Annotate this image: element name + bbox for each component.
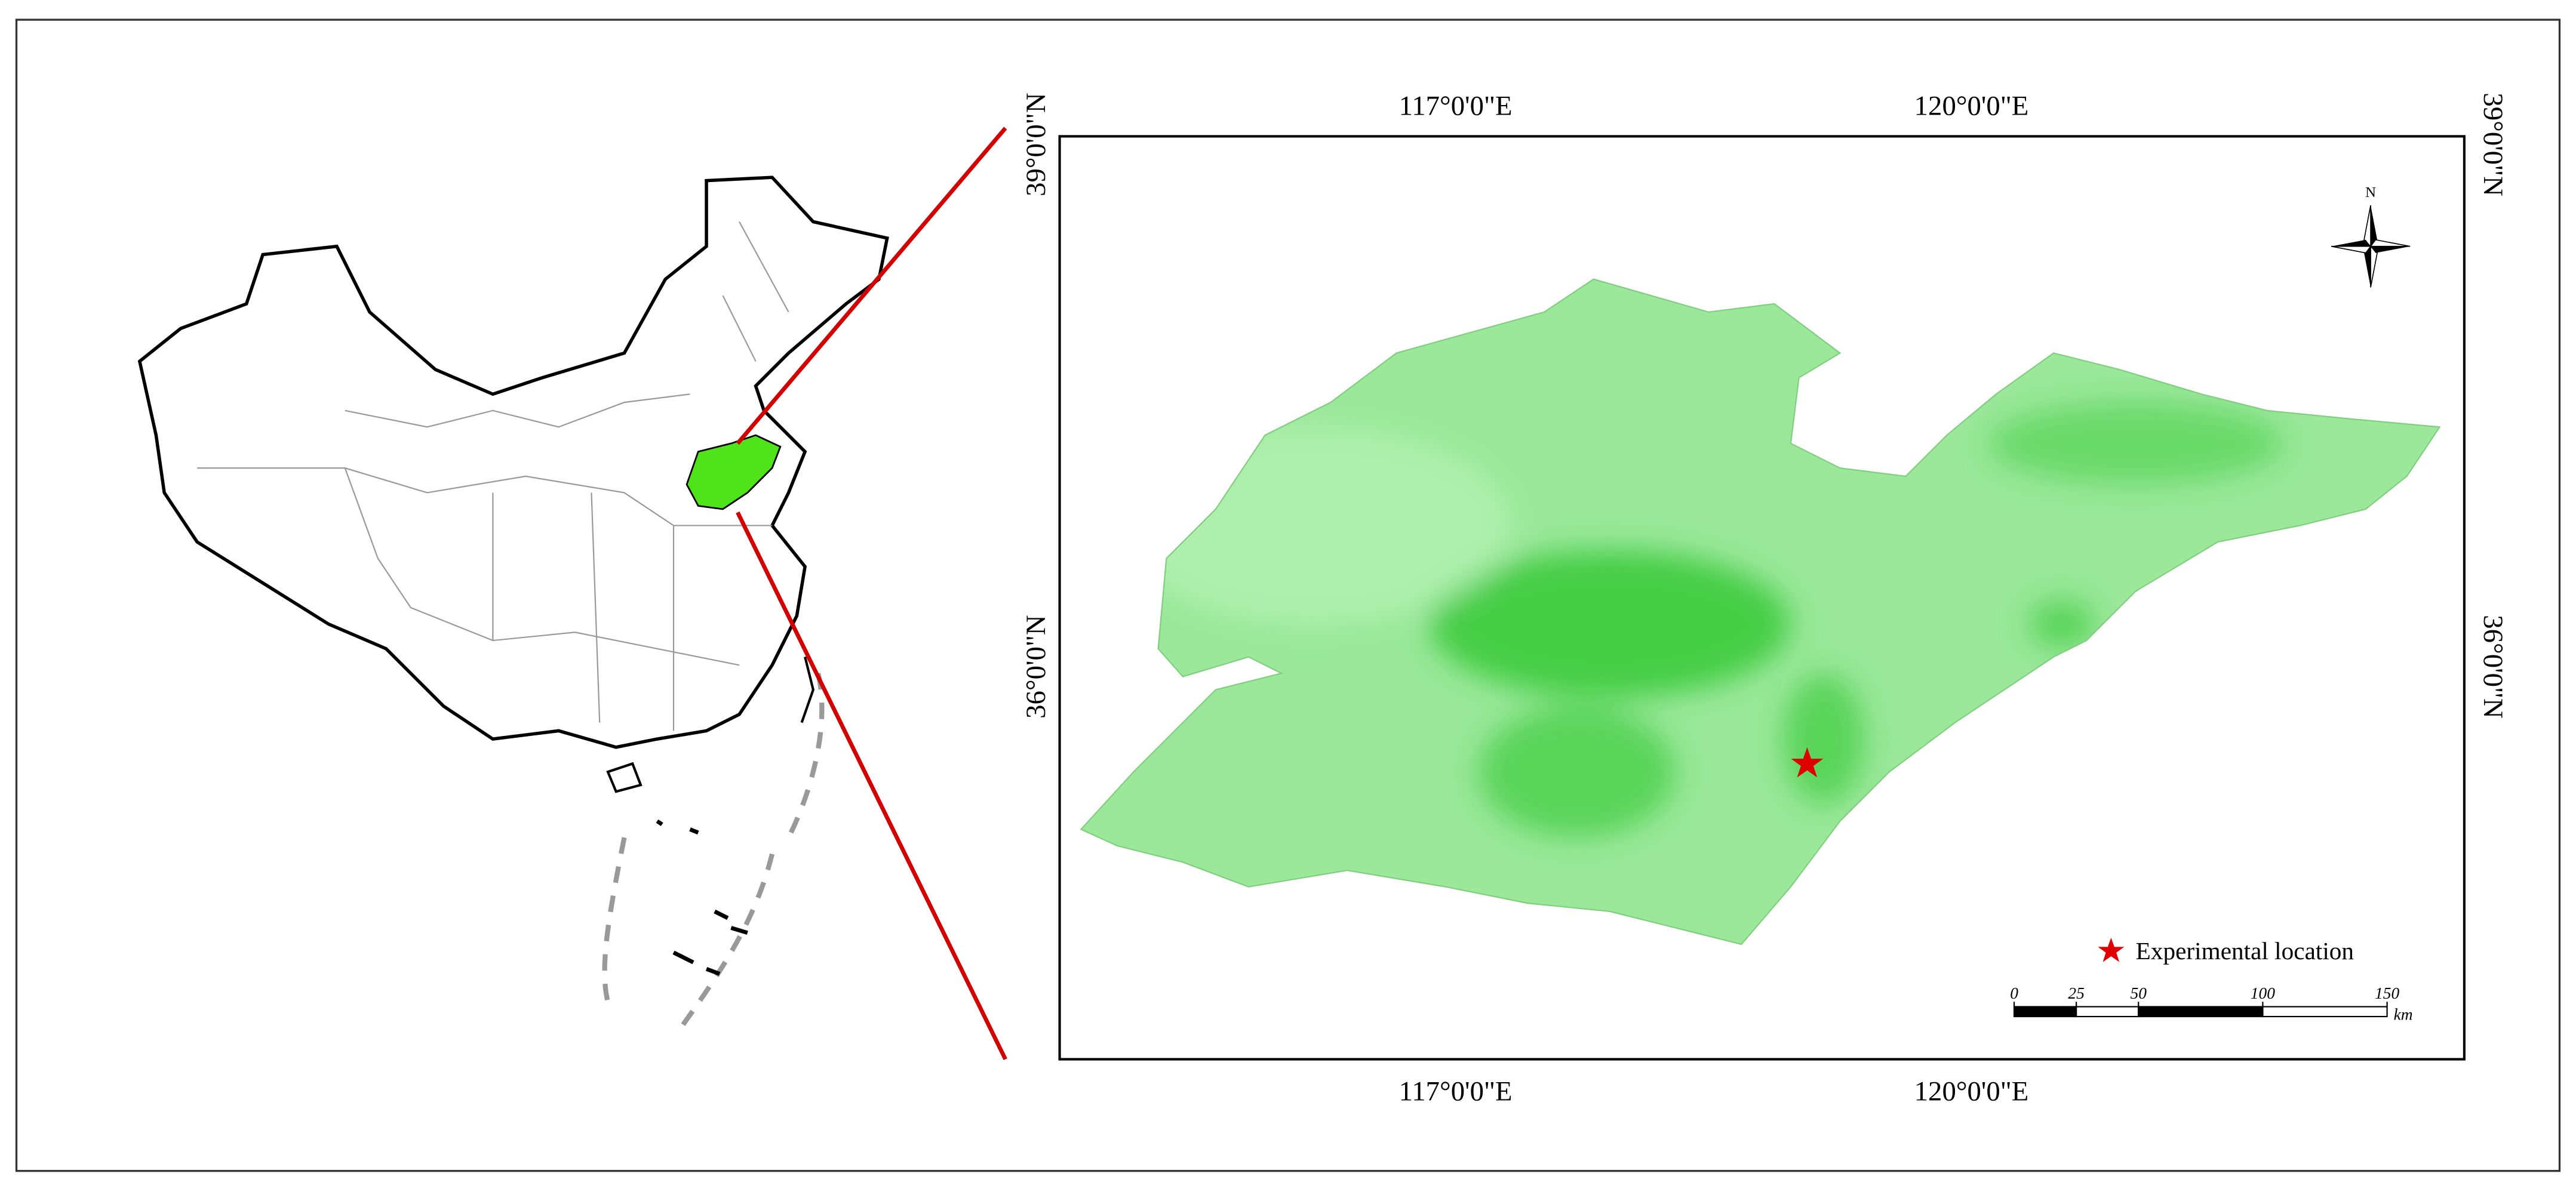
experimental-location-marker [1791,747,1824,778]
scale-label: 25 [2068,984,2085,1002]
lat-label: 36°0'0"N [1020,615,1052,719]
legend-symbol [2098,938,2125,962]
connector-line [736,511,1007,1061]
china-map [137,175,889,1028]
scale-label: 50 [2130,984,2147,1002]
scale-segment [2262,1006,2388,1018]
lat-label: 39°0'0"N [1020,93,1052,196]
lon-label: 120°0'0"E [1914,1076,2029,1107]
outer-border [15,19,2561,1172]
scale-segment [2076,1006,2140,1018]
scale-unit: km [2394,1005,2413,1024]
scale-bar: 0 25 50 100 150 km [2010,984,2412,1024]
scale-label: 0 [2010,984,2018,1002]
lon-label: 120°0'0"E [1914,91,2029,122]
lon-label: 117°0'0"E [1399,91,1513,122]
scale-segment [2013,1006,2077,1018]
scale-segment [2138,1006,2264,1018]
scale-label: 150 [2375,984,2399,1002]
lon-label: 117°0'0"E [1399,1076,1513,1107]
lat-label: 39°0'0"N [2477,93,2509,196]
scale-label: 100 [2251,984,2275,1002]
lat-label: 36°0'0"N [2477,615,2509,719]
north-label: N [2365,184,2376,201]
shandong-highlight [686,434,782,510]
north-arrow [2331,205,2411,288]
legend-label: Experimental location [2136,937,2354,965]
connector-line [736,127,1007,445]
